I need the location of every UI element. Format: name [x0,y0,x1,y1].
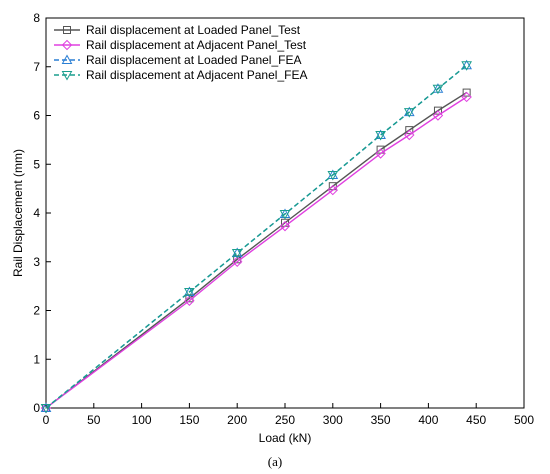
x-tick-label: 0 [43,413,50,427]
y-tick: 1 [33,352,51,366]
data-point [403,108,415,118]
legend-entry: Rail displacement at Adjacent Panel_FEA [54,68,307,82]
data-point [432,110,444,121]
x-tick: 50 [87,403,101,427]
y-tick-label: 2 [33,304,40,318]
series-line [45,64,468,409]
x-tick: 250 [275,403,295,427]
x-axis-title: Load (kN) [259,431,312,445]
legend-label: Rail displacement at Loaded Panel_FEA [86,53,301,67]
x-tick-label: 300 [323,413,343,427]
legend-label: Rail displacement at Adjacent Panel_Test [86,38,307,52]
x-tick-label: 50 [87,413,101,427]
x-tick-label: 500 [514,413,534,427]
y-axis-title: Rail Displacement (mm) [11,149,25,277]
data-point [404,129,415,141]
x-tick: 400 [418,403,439,427]
x-axis: 0 50 100 150 200 250 300 350 400 450 500 [43,403,534,427]
data-point [279,220,291,232]
x-tick: 300 [323,403,343,427]
legend: Rail displacement at Loaded Panel_TestRa… [54,23,307,82]
data-point [231,256,243,267]
data-point [375,148,386,159]
y-tick: 6 [33,109,51,123]
y-tick-label: 7 [33,60,40,74]
x-tick-label: 100 [132,413,152,427]
data-point [461,91,472,103]
legend-label: Rail displacement at Loaded Panel_Test [86,23,301,37]
y-tick: 7 [33,60,51,74]
data-point [433,106,442,115]
legend-entry: Rail displacement at Loaded Panel_Test [54,23,301,37]
data-point [61,71,73,81]
x-tick-label: 150 [179,413,199,427]
x-tick: 100 [132,403,152,427]
y-tick-label: 0 [33,401,40,415]
y-tick-label: 8 [33,11,40,25]
y-tick-label: 3 [33,255,40,269]
y-tick: 4 [33,206,51,220]
y-tick: 8 [33,11,51,25]
x-tick: 450 [466,403,487,427]
data-point [375,131,386,141]
x-tick-label: 400 [418,413,438,427]
data-point [327,170,339,181]
legend-entry: Rail displacement at Loaded Panel_FEA [54,53,301,67]
data-point [184,287,195,298]
y-tick-label: 6 [33,109,40,123]
series-layer [40,59,472,414]
data-point [184,295,195,306]
x-tick-label: 450 [466,413,486,427]
y-tick: 2 [33,304,51,318]
y-tick-label: 1 [33,352,40,366]
x-tick-label: 250 [275,413,295,427]
y-tick: 5 [33,157,51,171]
data-point [462,88,471,97]
x-tick-label: 200 [227,413,247,427]
y-axis: 0 1 2 3 4 5 6 7 8 [33,11,51,415]
data-point [40,404,52,414]
data-point [432,84,444,95]
x-tick-label: 350 [371,413,391,427]
legend-entry: Rail displacement at Adjacent Panel_Test [54,38,307,52]
x-tick: 200 [227,403,248,427]
data-point [461,61,472,71]
legend-label: Rail displacement at Adjacent Panel_FEA [86,68,307,82]
data-point [327,184,339,196]
data-point [61,39,73,51]
y-tick-label: 4 [33,206,40,220]
data-point [405,126,414,135]
series [40,61,472,414]
y-tick: 3 [33,255,51,269]
data-point [61,54,73,64]
data-point [279,209,291,220]
x-tick: 350 [371,403,391,427]
x-tick: 150 [179,403,200,427]
x-tick: 500 [514,403,534,427]
series [40,91,472,414]
data-point [63,26,71,34]
series-line [45,96,468,409]
figure-caption: (a) [268,454,282,469]
y-tick-label: 5 [33,157,40,171]
data-point [231,248,243,259]
